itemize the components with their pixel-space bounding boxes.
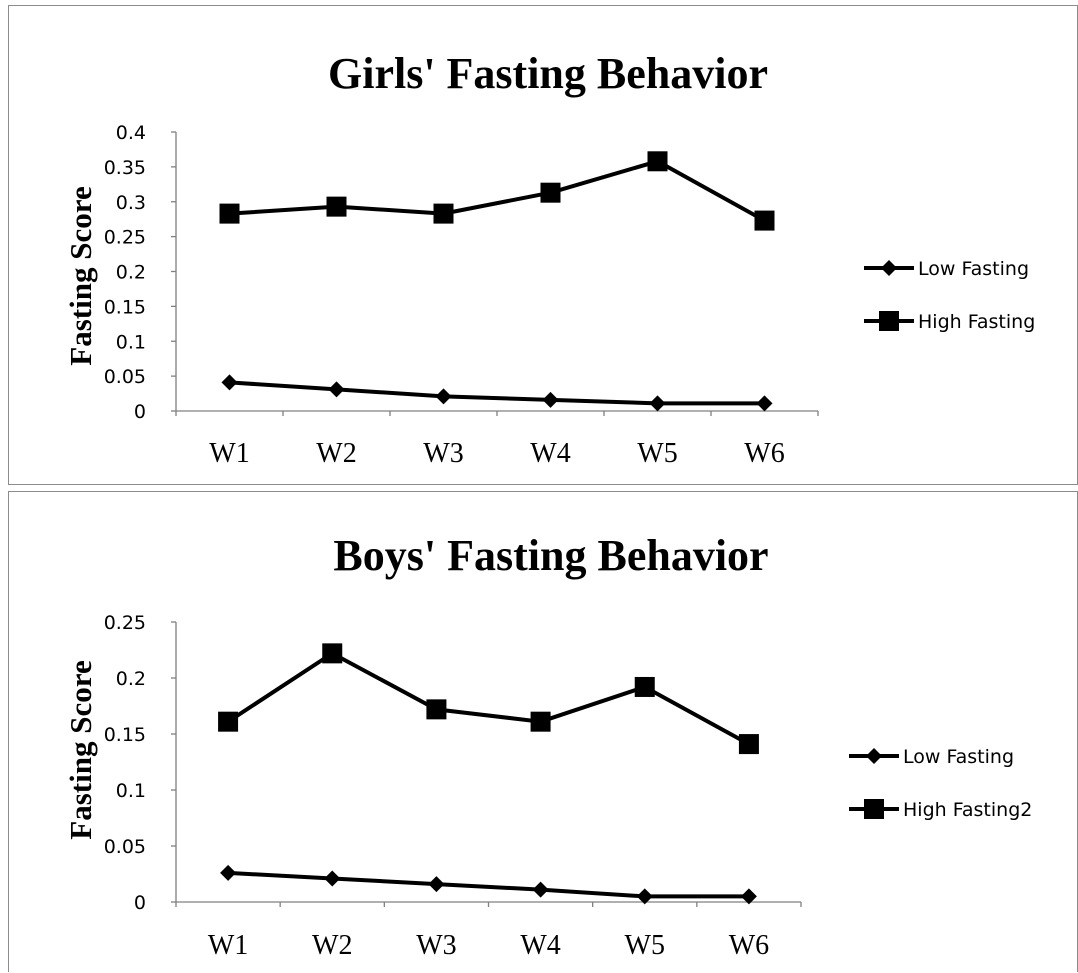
data-point	[754, 210, 775, 231]
y-tick-label: 0.4	[116, 122, 146, 144]
data-point	[219, 203, 240, 224]
data-point	[322, 643, 343, 664]
data-point	[636, 888, 653, 905]
legend-marker	[881, 260, 897, 276]
x-tick-label: W5	[625, 930, 665, 961]
y-tick-label: 0.05	[104, 836, 146, 858]
chart-title: Boys' Fasting Behavior	[333, 531, 768, 580]
girls-chart-panel: Girls' Fasting Behavior Fasting Score 0 0…	[8, 5, 1078, 485]
y-tick-label: 0	[134, 892, 146, 914]
data-point	[647, 151, 668, 172]
legend-label: High Fasting	[918, 311, 1035, 333]
data-point	[326, 196, 347, 217]
boys-chart-svg: Boys' Fasting Behavior Fasting Score 0 0.…	[63, 531, 1032, 961]
legend-marker	[879, 311, 899, 331]
series-line-1	[227, 870, 749, 899]
data-point	[530, 711, 551, 732]
x-tick-label: W1	[208, 930, 248, 961]
data-point	[428, 876, 445, 893]
x-tick-label: W3	[423, 438, 463, 469]
x-tick-label: W2	[316, 438, 356, 469]
series-line-2	[229, 159, 766, 223]
data-point	[220, 864, 237, 881]
y-axis-label: Fasting Score	[63, 186, 98, 365]
data-point	[426, 699, 447, 720]
x-tick-label: W3	[416, 930, 456, 961]
data-point	[649, 395, 666, 412]
y-tick-label: 0.15	[104, 724, 146, 746]
boys-chart-panel: Boys' Fasting Behavior Fasting Score 0 0.…	[8, 491, 1078, 972]
y-tick-label: 0.15	[104, 296, 146, 318]
data-point	[433, 203, 454, 224]
data-point	[756, 395, 773, 412]
girls-chart-svg: Girls' Fasting Behavior Fasting Score 0 0…	[63, 49, 1035, 469]
y-tick-label: 0	[134, 401, 146, 423]
x-tick-label: W2	[312, 930, 352, 961]
y-tick-label: 0.25	[104, 612, 146, 634]
x-tick-label: W4	[520, 930, 560, 961]
data-point	[542, 391, 559, 408]
data-point	[324, 870, 341, 887]
y-tick-label: 0.2	[116, 262, 146, 284]
y-tick-label: 0.1	[116, 780, 146, 802]
x-tick-label: W1	[209, 438, 249, 469]
data-point	[532, 881, 549, 898]
data-point	[328, 381, 345, 398]
y-tick-label: 0.1	[116, 331, 146, 353]
series-line-1	[229, 380, 765, 406]
legend-label: Low Fasting	[918, 258, 1029, 280]
legend-label: Low Fasting	[903, 746, 1014, 768]
series-line-2	[226, 651, 750, 746]
y-tick-label: 0.05	[104, 366, 146, 388]
x-tick-label: W4	[530, 438, 570, 469]
data-point	[221, 374, 238, 391]
chart-title: Girls' Fasting Behavior	[328, 49, 768, 98]
x-tick-label: W6	[744, 438, 784, 469]
data-point	[740, 888, 757, 905]
y-tick-label: 0.35	[104, 157, 146, 179]
data-point	[540, 182, 561, 203]
legend-marker	[866, 748, 882, 764]
x-tick-label: W6	[729, 930, 769, 961]
y-tick-label: 0.2	[116, 668, 146, 690]
legend-label: High Fasting2	[903, 799, 1032, 821]
data-point	[634, 676, 655, 697]
y-axis-label: Fasting Score	[63, 660, 98, 839]
x-tick-label: W5	[637, 438, 677, 469]
data-point	[435, 388, 452, 405]
data-point	[738, 734, 759, 755]
legend-marker	[864, 799, 884, 819]
y-tick-label: 0.3	[116, 192, 146, 214]
y-tick-label: 0.25	[104, 227, 146, 249]
data-point	[218, 711, 239, 732]
